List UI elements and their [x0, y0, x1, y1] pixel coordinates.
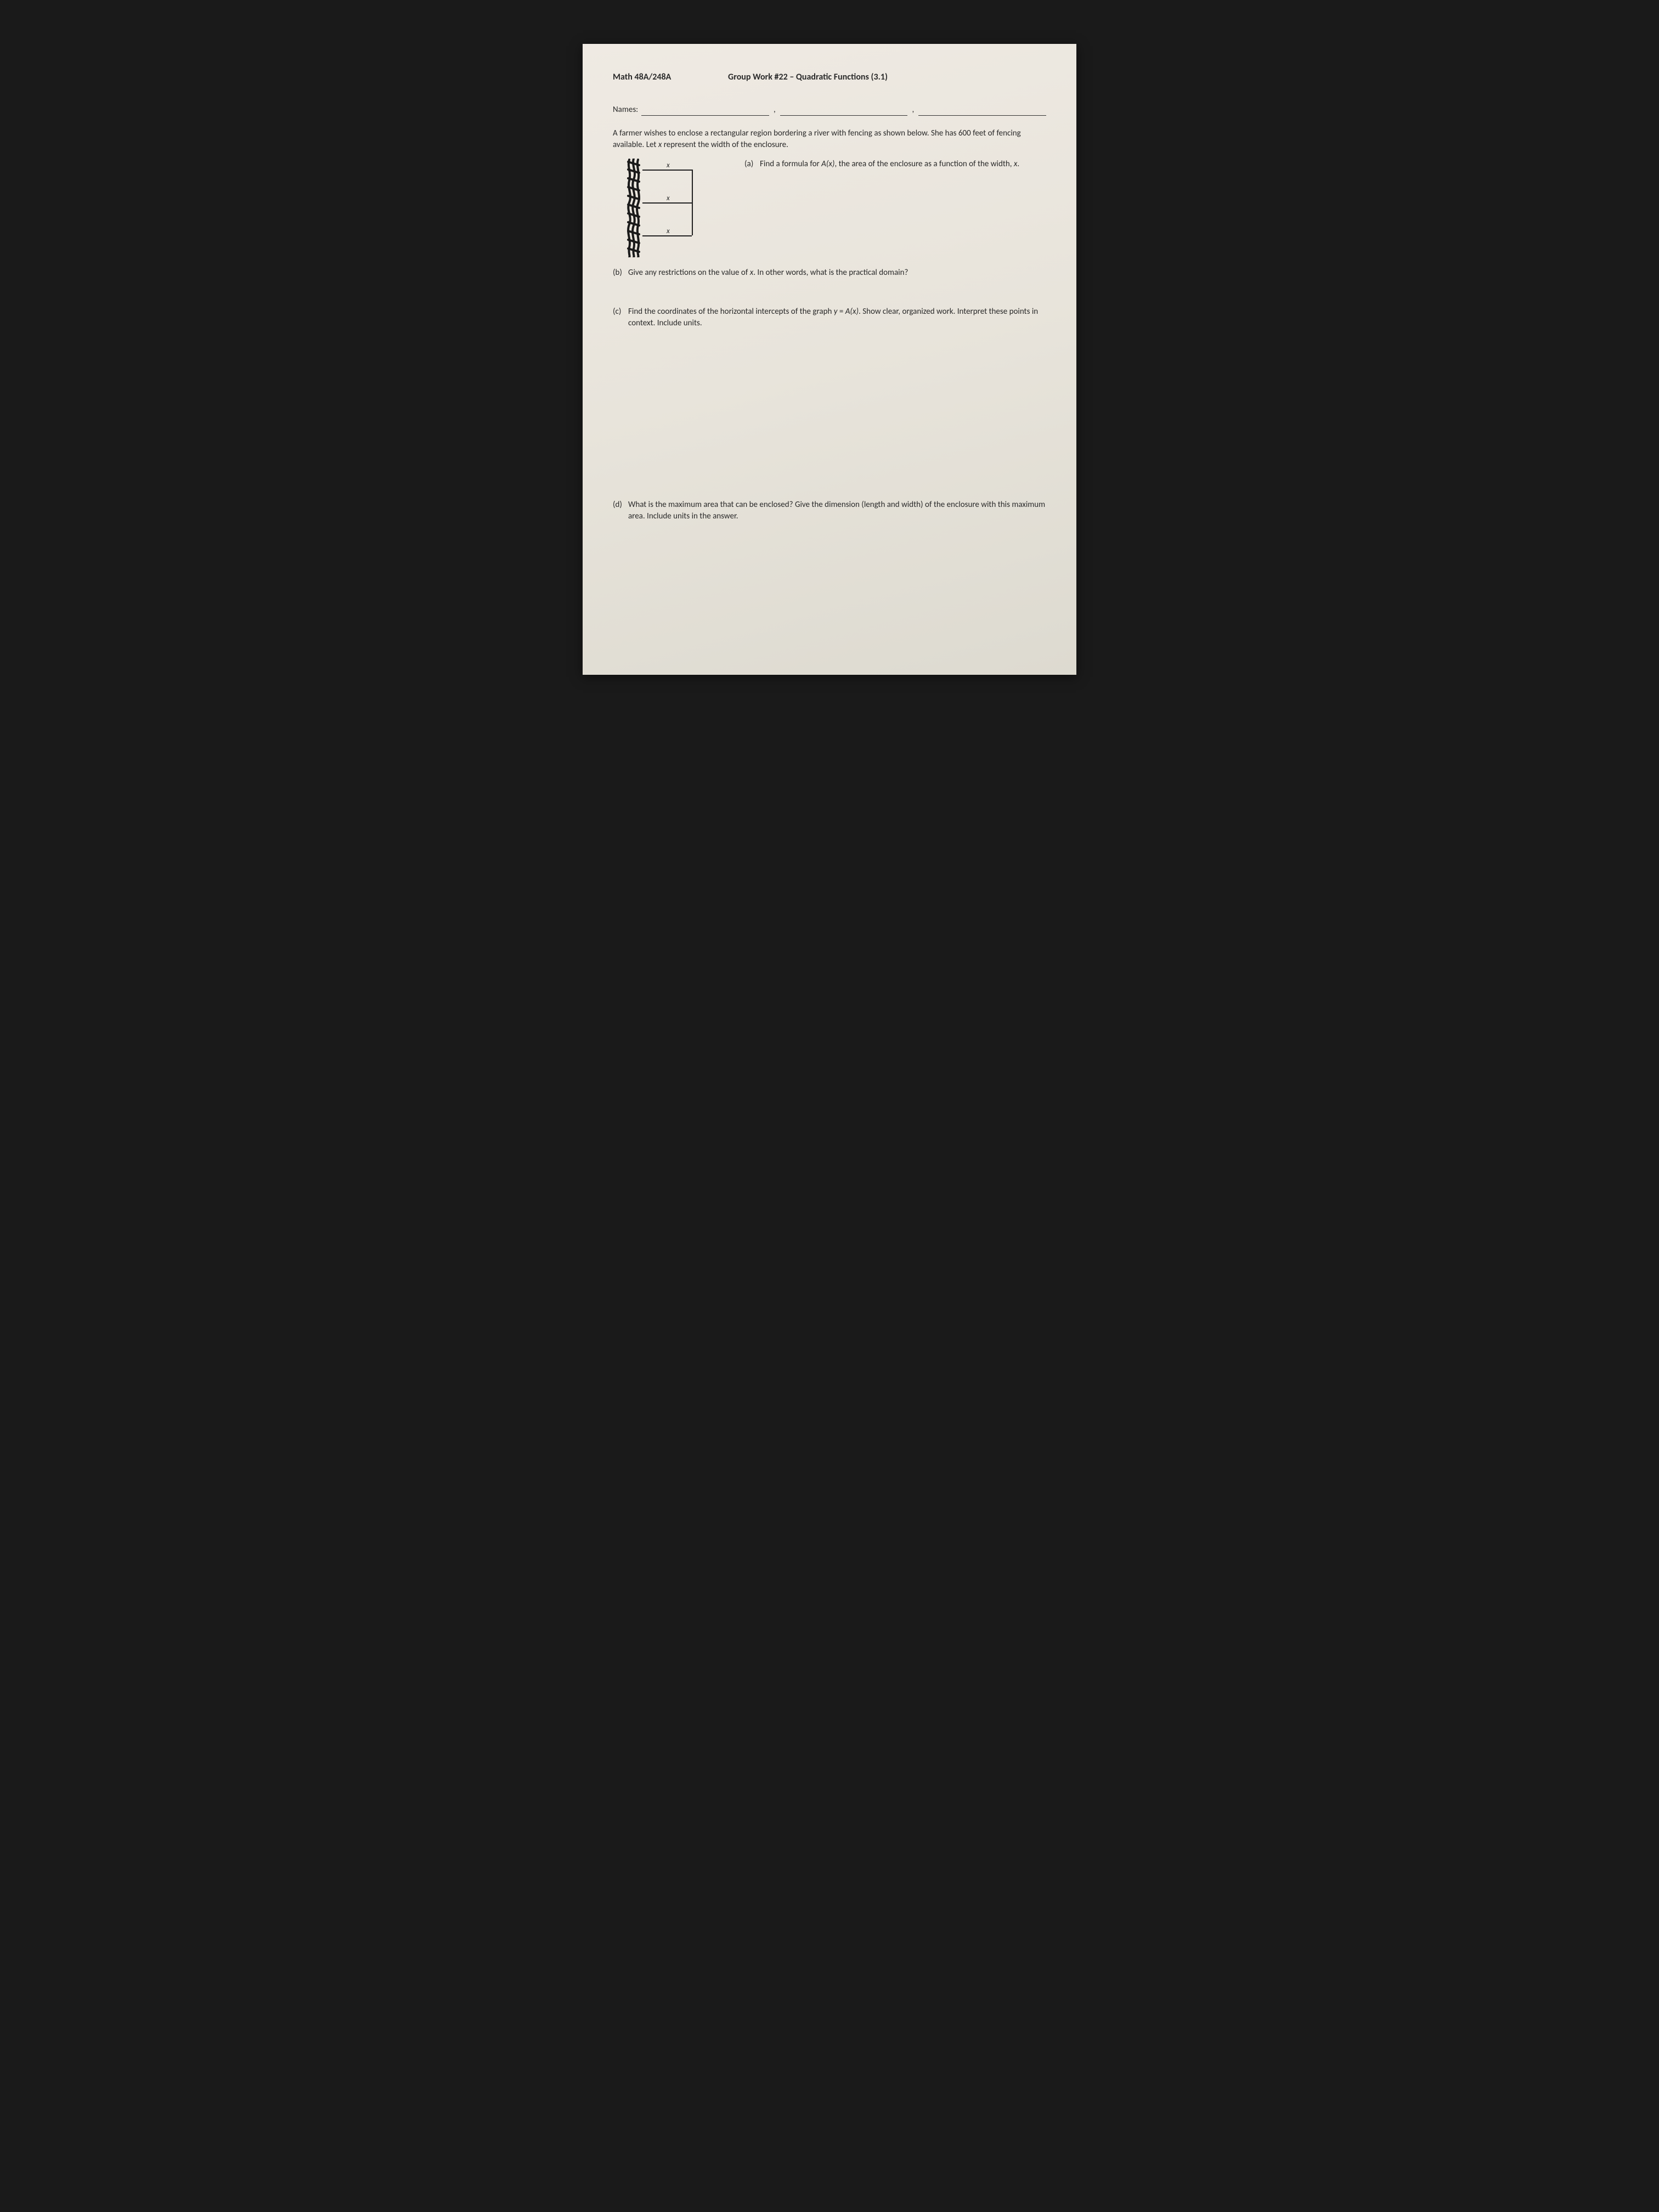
part-c-text: Find the coordinates of the horizontal i…: [628, 306, 1046, 329]
part-a-formula: A(x): [821, 159, 834, 169]
part-b-t1: Give any restrictions on the value of: [628, 268, 750, 278]
part-c-eq-rhs: A(x): [845, 307, 859, 317]
part-d-text: What is the maximum area that can be enc…: [628, 499, 1046, 522]
figure-and-part-a: x x x (a) Find a formula for A(x), the a…: [613, 159, 1046, 257]
part-c-eq: =: [837, 307, 845, 317]
part-a-label: (a): [744, 159, 760, 257]
part-b: (b) Give any restrictions on the value o…: [613, 267, 1046, 279]
name-blank-1[interactable]: [641, 107, 769, 116]
course-code: Math 48A/248A: [613, 71, 728, 83]
header-row: Math 48A/248A Group Work #22 – Quadratic…: [613, 71, 1046, 83]
name-blank-3[interactable]: [918, 107, 1046, 116]
part-a-text: Find a formula for A(x), the area of the…: [760, 159, 1046, 257]
separator: ,: [772, 104, 777, 116]
part-d-label: (d): [613, 499, 628, 522]
part-d: (d) What is the maximum area that can be…: [613, 499, 1046, 522]
workspace-b: [613, 284, 1046, 306]
names-row: Names: , ,: [613, 104, 1046, 116]
workspace-c: [613, 335, 1046, 499]
part-b-text: Give any restrictions on the value of x.…: [628, 267, 1046, 279]
separator: ,: [911, 104, 915, 116]
part-c-label: (c): [613, 306, 628, 329]
figure-x-label-3: x: [667, 227, 670, 236]
part-c: (c) Find the coordinates of the horizont…: [613, 306, 1046, 329]
fence-right: [692, 170, 693, 235]
part-c-t1: Find the coordinates of the horizontal i…: [628, 307, 834, 317]
problem-intro: A farmer wishes to enclose a rectangular…: [613, 128, 1046, 151]
figure-x-label-1: x: [667, 161, 670, 171]
figure-x-label-2: x: [667, 194, 670, 204]
part-a-t3: .: [1017, 159, 1019, 169]
part-a-t2: , the area of the enclosure as a functio…: [834, 159, 1013, 169]
workspace-d: [613, 528, 1046, 627]
part-a: (a) Find a formula for A(x), the area of…: [744, 159, 1046, 257]
part-b-t2: . In other words, what is the practical …: [753, 268, 908, 278]
worksheet-title: Group Work #22 – Quadratic Functions (3.…: [728, 71, 888, 83]
names-label: Names:: [613, 104, 638, 116]
part-b-label: (b): [613, 267, 628, 279]
intro-text-2: represent the width of the enclosure.: [662, 140, 788, 150]
enclosure-figure: x x x: [624, 159, 728, 257]
part-a-t1: Find a formula for: [760, 159, 821, 169]
name-blank-2[interactable]: [780, 107, 908, 116]
river-icon: [626, 159, 641, 257]
worksheet-page: Math 48A/248A Group Work #22 – Quadratic…: [583, 44, 1076, 675]
